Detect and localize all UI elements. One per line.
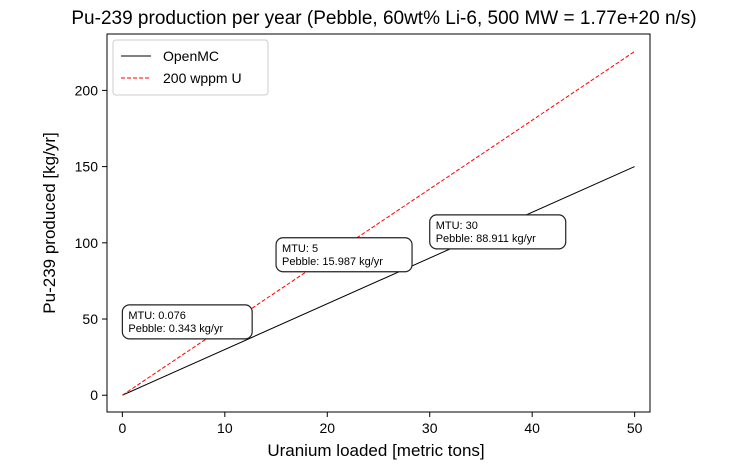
legend: OpenMC 200 wppm U (112, 39, 269, 96)
annotation-box-2 (429, 214, 567, 250)
annotation-line1-2: MTU: 30 (436, 220, 478, 232)
x-tick-label-1: 10 (217, 420, 233, 436)
y-tick-label-4: 200 (75, 82, 99, 98)
y-tick-label-3: 150 (75, 159, 99, 175)
x-tick-label-3: 30 (422, 420, 438, 436)
plot-frame (106, 33, 651, 413)
annotation-box-0 (121, 304, 253, 340)
x-tick-label-5: 50 (627, 420, 643, 436)
annotation-line2-1: Pebble: 15.987 kg/yr (282, 256, 383, 268)
y-tick-label-1: 50 (82, 311, 98, 327)
annotation-box-1 (275, 237, 413, 273)
annotation-line1-1: MTU: 5 (282, 243, 318, 255)
x-tick-label-2: 20 (319, 420, 335, 436)
legend-label-200wppm: 200 wppm U (163, 70, 242, 86)
legend-label-openmc: OpenMC (163, 48, 219, 64)
x-axis-label: Uranium loaded [metric tons] (267, 441, 484, 460)
x-tick-label-0: 0 (118, 420, 126, 436)
legend-box (112, 39, 269, 96)
x-tick-label-4: 40 (524, 420, 540, 436)
annotation-line2-2: Pebble: 88.911 kg/yr (436, 233, 536, 245)
chart-title: Pu-239 production per year (Pebble, 60wt… (71, 8, 696, 29)
annotation-line2-0: Pebble: 0.343 kg/yr (128, 323, 223, 335)
series-line-openmc (122, 166, 635, 396)
y-tick-label-0: 0 (90, 387, 98, 403)
y-tick-label-2: 100 (75, 235, 99, 251)
annotation-line1-0: MTU: 0.076 (128, 310, 185, 322)
y-axis-label: Pu-239 produced [kg/yr] (40, 132, 59, 313)
